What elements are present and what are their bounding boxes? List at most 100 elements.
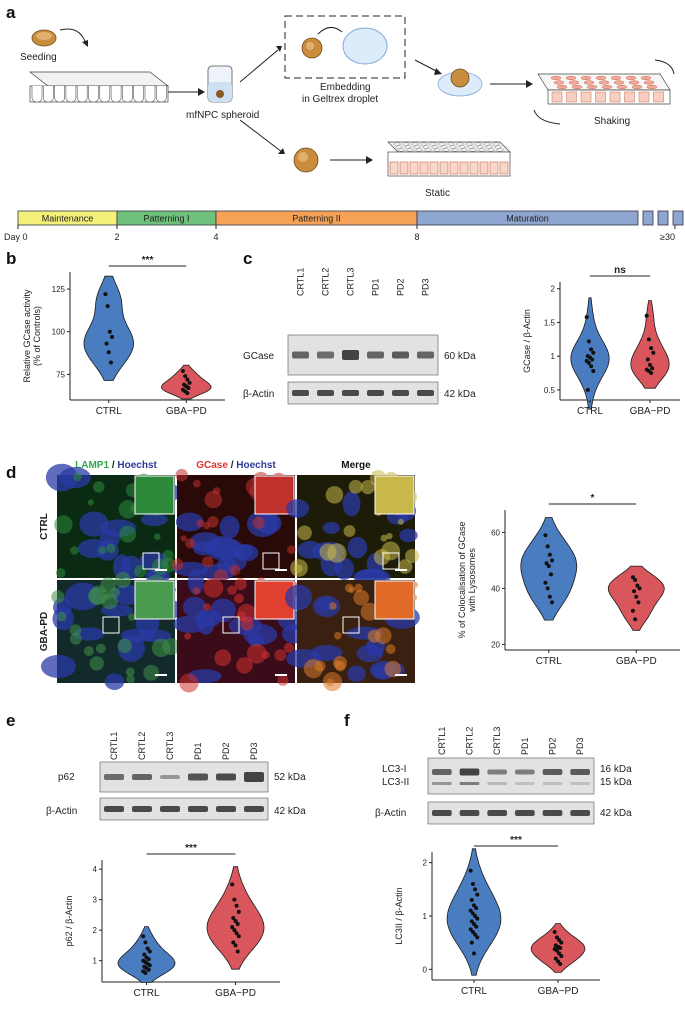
- data-point: [636, 600, 641, 605]
- signal-blob: [83, 646, 94, 657]
- signal-blob: [353, 589, 370, 606]
- nucleus-blob: [40, 654, 76, 678]
- well-icon: [631, 84, 643, 90]
- blot-strip: [287, 334, 439, 376]
- well-icon: [420, 142, 428, 146]
- well-icon: [393, 142, 401, 146]
- data-point: [106, 350, 111, 355]
- signal-blob: [133, 565, 147, 578]
- well-icon: [458, 145, 466, 149]
- band: [292, 351, 309, 359]
- data-point: [633, 578, 638, 582]
- well-icon: [422, 145, 430, 149]
- violin-chart-b: 75 100 125 Relative GCase activity (% of Con…: [22, 255, 225, 417]
- data-point: [469, 919, 474, 924]
- data-point: [233, 943, 238, 948]
- data-point: [107, 329, 112, 334]
- lane-label: CRTL3: [346, 268, 356, 296]
- timeline-phase-4: [416, 210, 639, 226]
- inset-zoom: [134, 580, 175, 620]
- band: [216, 773, 236, 781]
- band: [570, 810, 590, 816]
- micro-row-label: CTRL: [39, 513, 50, 540]
- data-point: [543, 533, 548, 538]
- y-tick-label: 0: [423, 965, 428, 974]
- band: [542, 810, 563, 816]
- lane-label: PD2: [221, 742, 231, 760]
- signal-blob: [325, 486, 344, 504]
- data-point: [547, 552, 552, 557]
- western-blot-e: CRTL1 CRTL2 CRTL3 PD1 PD2 PD3 p62 52 kDa β-Actin…: [46, 732, 306, 821]
- well-icon: [571, 84, 583, 90]
- data-point: [143, 970, 148, 975]
- data-point: [230, 882, 235, 887]
- significance-label: ***: [142, 255, 154, 266]
- well-icon: [556, 84, 568, 90]
- band: [459, 782, 480, 785]
- y-axis-label: p62 / β-Actin: [64, 896, 74, 947]
- signal-blob: [93, 481, 105, 493]
- band: [244, 806, 264, 812]
- data-point: [475, 916, 480, 921]
- well-icon: [449, 161, 459, 175]
- data-point: [180, 368, 185, 373]
- data-point: [470, 930, 475, 934]
- signal-blob: [151, 638, 171, 658]
- data-point: [546, 564, 551, 568]
- signal-blob: [360, 479, 375, 495]
- well-icon: [415, 148, 423, 152]
- inset-zoom: [374, 580, 415, 620]
- signal-blob: [95, 643, 106, 654]
- data-point: [649, 346, 654, 351]
- signal-blob: [153, 533, 161, 540]
- data-point: [584, 315, 589, 320]
- lane-label: CRTL2: [137, 732, 147, 760]
- well-icon: [460, 148, 468, 152]
- well-icon: [640, 75, 652, 81]
- data-point: [186, 386, 191, 391]
- data-point: [650, 366, 655, 371]
- inset-zoom: [374, 475, 415, 515]
- x-tick-label: GBA−PD: [616, 656, 657, 667]
- signal-blob: [405, 548, 420, 564]
- well-icon: [489, 161, 499, 175]
- well-icon: [580, 91, 592, 103]
- data-point: [543, 580, 548, 585]
- data-point: [637, 586, 642, 591]
- data-point: [556, 959, 560, 964]
- arrowhead-icon: [526, 80, 533, 88]
- signal-blob: [334, 660, 341, 667]
- band: [188, 773, 208, 781]
- band: [487, 782, 507, 785]
- y-tick-label: 0.5: [544, 386, 556, 395]
- timeline-day-label: ≥30: [660, 232, 675, 242]
- well-icon: [459, 161, 469, 175]
- well-icon: [469, 148, 477, 152]
- signal-blob: [193, 479, 201, 488]
- blot-size-label: 42 kDa: [274, 806, 306, 817]
- data-point: [635, 583, 640, 588]
- blot-strip: [99, 761, 269, 793]
- nucleus-blob: [196, 611, 215, 635]
- timeline-continuation: [672, 210, 684, 226]
- well-icon: [451, 148, 459, 152]
- violin-gba: [160, 364, 212, 400]
- significance-label: ***: [510, 835, 522, 846]
- data-point: [554, 935, 559, 940]
- data-point: [553, 956, 558, 961]
- data-point: [548, 572, 553, 577]
- nucleus-blob: [285, 584, 313, 611]
- signal-blob: [203, 578, 224, 598]
- band: [417, 351, 434, 359]
- signal-blob: [55, 568, 66, 578]
- data-point: [231, 940, 236, 945]
- signal-blob: [184, 632, 191, 640]
- well-icon: [586, 84, 598, 90]
- well-icon: [485, 145, 493, 149]
- timeline-phase-label: Maintenance: [42, 214, 94, 224]
- panel-label-f: f: [344, 711, 350, 730]
- data-point: [234, 903, 239, 908]
- signal-blob: [98, 546, 106, 555]
- band: [515, 782, 535, 785]
- data-point: [633, 617, 638, 622]
